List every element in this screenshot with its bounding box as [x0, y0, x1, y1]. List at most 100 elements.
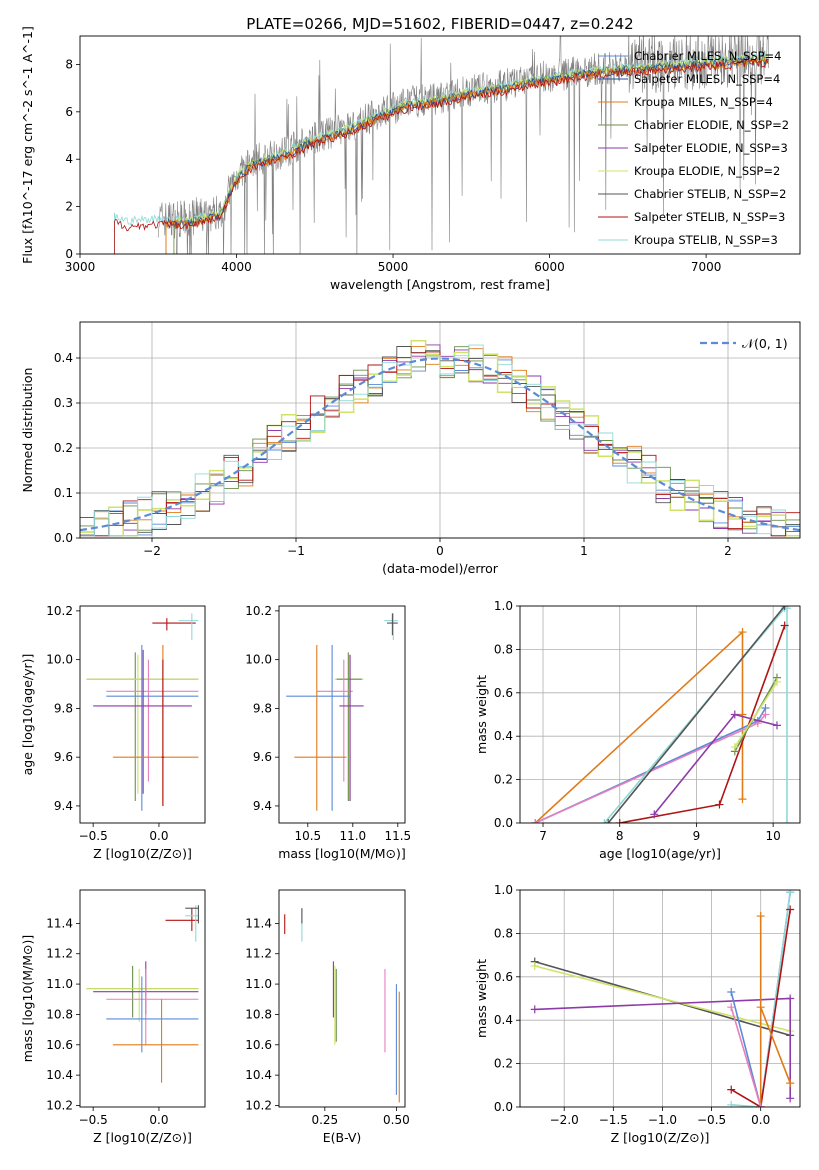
- legend-entry: Salpeter ELODIE, N_SSP=3: [634, 141, 788, 155]
- y-tick-label: 0.0: [54, 531, 73, 545]
- weight-line: [534, 630, 744, 823]
- observed-spectrum: [158, 36, 769, 254]
- figure-title: PLATE=0266, MJD=51602, FIBERID=0447, z=0…: [246, 15, 633, 33]
- y-axis-label: mass weight: [474, 959, 489, 1038]
- x-tick-label: 11.0: [339, 829, 366, 843]
- y-axis-label: mass weight: [474, 675, 489, 754]
- weight-line: [731, 892, 791, 1107]
- x-tick-label: 0.25: [311, 1113, 338, 1127]
- y-tick-label: 0.4: [494, 729, 513, 743]
- weight-line: [653, 713, 778, 815]
- y-tick-label: 0.6: [494, 970, 513, 984]
- axes-frame: [519, 889, 801, 1108]
- x-tick-label: −2.0: [550, 1113, 579, 1127]
- y-tick-label: 11.4: [245, 916, 272, 930]
- x-tick-label: −0.5: [697, 1113, 726, 1127]
- weight-marker: [615, 819, 624, 823]
- y-tick-label: 9.4: [253, 799, 272, 813]
- x-tick-label: −0.5: [79, 829, 108, 843]
- panel-weight_vs_age: 7 8 9 10 0.0 0.2 0.4 0.6 0.8 1.0 age [log10(age/yr…: [474, 599, 801, 861]
- weight-marker: [650, 810, 659, 819]
- axes-frame: [79, 605, 206, 824]
- panel-mass_vs_Z: −0.5 0.0 10.2 10.4 10.6 10.8 11.0 11.2 11.4 Z [lo…: [20, 889, 206, 1145]
- model-spectrum: [114, 58, 769, 254]
- weight-marker: [730, 743, 739, 752]
- y-tick-label: 0.0: [494, 816, 513, 830]
- x-tick-label: −1.0: [648, 1113, 677, 1127]
- x-tick-label: 5000: [378, 260, 409, 274]
- weight-marker: [530, 961, 539, 970]
- weight-marker: [786, 905, 795, 914]
- weight-marker: [761, 710, 770, 719]
- plot-area: [80, 322, 800, 538]
- panel-spectrum: 3000 4000 5000 6000 7000 0 2 4 6 8 wavelength [Ang…: [20, 26, 801, 292]
- y-tick-label: 0.4: [494, 1013, 513, 1027]
- x-axis-label: Z [log10(Z/Z⊙)]: [93, 846, 192, 861]
- legend-entry: Salpeter MILES, N_SSP=4: [634, 72, 780, 86]
- y-tick-label: 0.2: [54, 441, 73, 455]
- weight-marker: [727, 1085, 736, 1094]
- x-tick-label: 6000: [534, 260, 565, 274]
- y-tick-label: 0.4: [54, 351, 73, 365]
- weight-marker: [772, 677, 781, 686]
- weight-marker: [756, 1003, 765, 1012]
- weight-marker: [786, 1094, 795, 1103]
- weight-line: [607, 606, 786, 823]
- weight-marker: [738, 628, 747, 637]
- x-tick-label: −2: [143, 544, 161, 558]
- axes-frame: [519, 605, 801, 824]
- weight-marker: [772, 721, 781, 730]
- y-tick-label: 0.3: [54, 396, 73, 410]
- x-tick-label: 11.5: [384, 829, 411, 843]
- weight-marker: [780, 606, 789, 610]
- x-tick-label: 9: [693, 829, 701, 843]
- y-tick-label: 1.0: [494, 883, 513, 897]
- y-tick-label: 11.2: [46, 947, 73, 961]
- x-tick-label: 4000: [221, 260, 252, 274]
- y-axis-label: age [log10(age/yr)]: [20, 654, 35, 776]
- x-axis-label: (data-model)/error: [382, 561, 499, 576]
- weight-marker: [786, 890, 795, 897]
- weight-marker: [531, 819, 540, 823]
- x-tick-label: −0.5: [79, 1113, 108, 1127]
- y-tick-label: 0.2: [494, 773, 513, 787]
- legend-entry: Salpeter STELIB, N_SSP=3: [634, 210, 785, 224]
- y-tick-label: 10.2: [46, 604, 73, 618]
- plot-area: [86, 613, 199, 811]
- y-tick-label: 4: [65, 152, 73, 166]
- weight-marker: [786, 1079, 795, 1088]
- legend-entry: Kroupa MILES, N_SSP=4: [634, 95, 773, 109]
- axes-frame: [79, 35, 801, 255]
- weight-line: [759, 916, 791, 1107]
- panel-mass_vs_EBV: 0.25 0.50 10.2 10.4 10.6 10.8 11.0 11.2 11.4 E(B-…: [245, 889, 410, 1145]
- x-tick-label: 8: [616, 829, 624, 843]
- weight-marker: [530, 1005, 539, 1014]
- y-tick-label: 0.0: [494, 1100, 513, 1114]
- x-tick-label: 0: [436, 544, 444, 558]
- x-tick-label: 7: [539, 829, 547, 843]
- weight-marker: [738, 795, 747, 804]
- x-tick-label: 3000: [65, 260, 96, 274]
- weight-marker: [727, 1003, 736, 1012]
- x-axis-label: age [log10(age/yr)]: [599, 846, 721, 861]
- y-tick-label: 9.8: [253, 701, 272, 715]
- x-tick-label: 0.50: [383, 1113, 410, 1127]
- weight-marker: [756, 912, 765, 921]
- x-axis-label: E(B-V): [323, 1130, 362, 1145]
- y-tick-label: 10.8: [46, 1007, 73, 1021]
- legend-entry: Chabrier STELIB, N_SSP=2: [634, 187, 786, 201]
- y-axis-label: mass [log10(M/M⊙)]: [20, 935, 35, 1063]
- legend-entry: Chabrier ELODIE, N_SSP=2: [634, 118, 789, 132]
- plot-area: [520, 890, 800, 1107]
- plot-area: [286, 613, 398, 811]
- y-tick-label: 11.0: [245, 977, 272, 991]
- axes-frame: [79, 321, 801, 539]
- legend-entry: Kroupa ELODIE, N_SSP=2: [634, 164, 780, 178]
- y-tick-label: 10.6: [245, 1038, 272, 1052]
- x-axis-label: wavelength [Angstrom, rest frame]: [330, 277, 550, 292]
- weight-marker: [604, 819, 613, 823]
- plot-area: [114, 36, 770, 254]
- y-tick-label: 10.2: [245, 1098, 272, 1112]
- weight-marker: [780, 621, 789, 630]
